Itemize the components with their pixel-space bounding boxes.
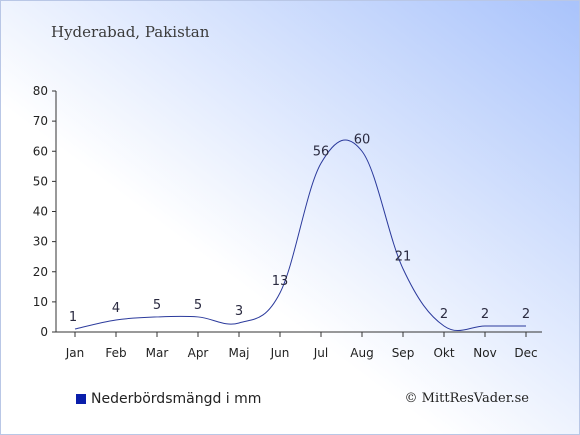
y-tick-label: 10: [33, 295, 48, 309]
y-ticks: 0 10 20 30 40 50 60 70 80: [33, 84, 56, 339]
x-ticks: Jan Feb Mar Apr Maj Jun Jul Aug Sep Okt Nov Dec: [65, 332, 538, 360]
legend-label: Nederbördsmängd i mm: [91, 391, 262, 407]
credit-text: © MittResVader.se: [404, 391, 529, 406]
data-label: 5: [194, 298, 202, 313]
x-tick-label: Apr: [188, 346, 209, 360]
data-label: 2: [440, 307, 448, 322]
y-tick-label: 20: [33, 265, 48, 279]
y-tick-label: 30: [33, 235, 48, 249]
page-title: Hyderabad, Pakistan: [51, 23, 210, 41]
x-tick-label: Okt: [433, 346, 454, 360]
precipitation-line: [74, 139, 526, 332]
data-label: 2: [481, 307, 489, 322]
x-tick-label: Mar: [146, 346, 169, 360]
x-tick-label: Dec: [514, 346, 537, 360]
data-labels: 1 4 5 5 3 13 56 60 21 2 2 2: [69, 132, 530, 325]
x-tick-label: Jul: [313, 346, 328, 360]
data-label: 56: [313, 144, 330, 159]
y-tick-label: 50: [33, 174, 48, 188]
x-tick-label: Sep: [392, 346, 415, 360]
y-tick-label: 60: [33, 144, 48, 158]
data-label: 5: [153, 298, 161, 313]
y-tick-label: 0: [40, 325, 48, 339]
data-label: 4: [112, 301, 120, 316]
x-tick-label: Jan: [65, 346, 85, 360]
y-tick-label: 40: [33, 205, 48, 219]
legend-swatch: [76, 394, 86, 404]
data-label: 2: [522, 307, 530, 322]
data-label: 13: [272, 274, 289, 289]
data-label: 21: [395, 250, 412, 265]
legend: Nederbördsmängd i mm: [76, 391, 261, 407]
data-label: 3: [235, 304, 243, 319]
y-tick-label: 80: [33, 84, 48, 98]
x-tick-label: Nov: [473, 346, 496, 360]
x-tick-label: Jun: [270, 346, 290, 360]
x-tick-label: Maj: [228, 346, 249, 360]
y-tick-label: 70: [33, 114, 48, 128]
x-tick-label: Aug: [350, 346, 373, 360]
x-tick-label: Feb: [105, 346, 126, 360]
data-label: 60: [354, 132, 371, 147]
data-label: 1: [69, 310, 77, 325]
